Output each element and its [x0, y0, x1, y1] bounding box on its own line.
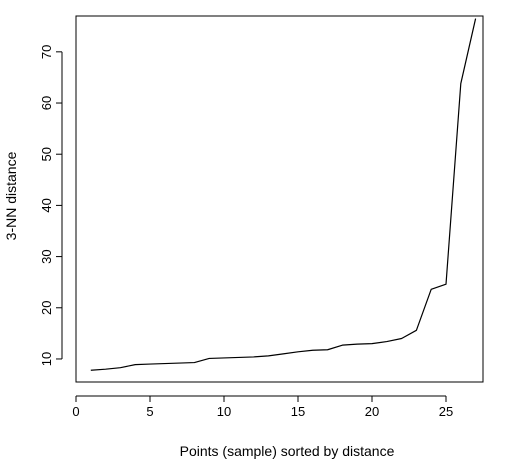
x-tick-label: 20 — [365, 404, 379, 419]
series-line — [90, 18, 477, 371]
x-axis-title: Points (sample) sorted by distance — [180, 443, 395, 459]
series-layer — [90, 18, 477, 371]
x-tick-label: 15 — [291, 404, 305, 419]
plot-box — [75, 15, 484, 383]
x-tick-label: 0 — [72, 404, 79, 419]
x-tick-label: 10 — [217, 404, 231, 419]
y-tick-label: 50 — [39, 147, 54, 161]
y-tick-label: 30 — [39, 249, 54, 263]
x-tick-label: 5 — [146, 404, 153, 419]
y-tick-label: 20 — [39, 301, 54, 315]
y-tick-label: 60 — [39, 96, 54, 110]
x-axis: 0 5 10 15 20 25 — [72, 395, 453, 419]
y-axis-title: 3-NN distance — [3, 151, 19, 240]
y-tick-label: 40 — [39, 198, 54, 212]
y-tick-label: 10 — [39, 352, 54, 366]
y-tick-label: 70 — [39, 45, 54, 59]
x-tick-label: 25 — [439, 404, 453, 419]
y-axis: 10 20 30 40 50 60 70 — [39, 45, 63, 366]
plot-frame — [75, 15, 484, 383]
